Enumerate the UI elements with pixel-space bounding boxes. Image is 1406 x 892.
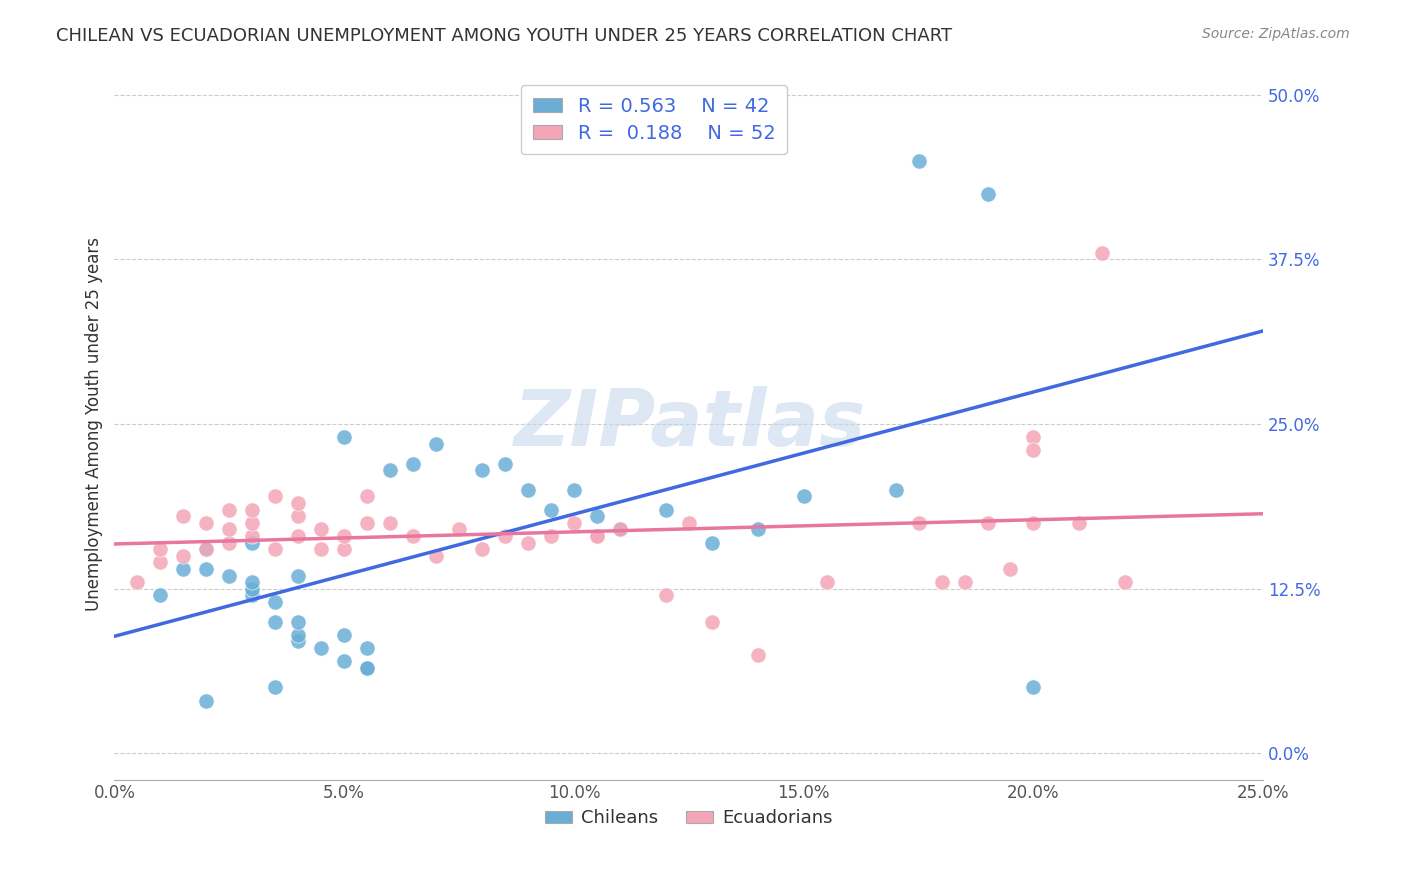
Point xyxy=(309,640,332,655)
Point xyxy=(309,542,332,557)
Point xyxy=(907,516,929,530)
Point xyxy=(240,516,263,530)
Point xyxy=(195,562,218,576)
Point xyxy=(586,509,609,524)
Point xyxy=(356,516,378,530)
Point xyxy=(356,661,378,675)
Point xyxy=(1069,516,1091,530)
Point xyxy=(471,542,494,557)
Point xyxy=(1022,681,1045,695)
Point xyxy=(586,529,609,543)
Point xyxy=(747,648,769,662)
Point xyxy=(149,542,172,557)
Text: Source: ZipAtlas.com: Source: ZipAtlas.com xyxy=(1202,27,1350,41)
Y-axis label: Unemployment Among Youth under 25 years: Unemployment Among Youth under 25 years xyxy=(86,237,103,611)
Point xyxy=(471,463,494,477)
Point xyxy=(195,542,218,557)
Point xyxy=(447,523,470,537)
Point xyxy=(402,457,425,471)
Point xyxy=(149,555,172,569)
Point xyxy=(240,588,263,602)
Point xyxy=(287,568,309,582)
Point xyxy=(540,502,562,516)
Point xyxy=(815,575,838,590)
Point xyxy=(333,430,356,444)
Point xyxy=(586,529,609,543)
Point xyxy=(494,529,516,543)
Point xyxy=(747,523,769,537)
Point xyxy=(655,588,678,602)
Point xyxy=(333,529,356,543)
Point xyxy=(1000,562,1022,576)
Point xyxy=(218,568,240,582)
Point xyxy=(1091,245,1114,260)
Point xyxy=(218,535,240,549)
Point xyxy=(264,681,287,695)
Point xyxy=(218,523,240,537)
Point xyxy=(1022,430,1045,444)
Legend: Chileans, Ecuadorians: Chileans, Ecuadorians xyxy=(538,802,839,835)
Point xyxy=(356,490,378,504)
Point xyxy=(240,582,263,596)
Point xyxy=(172,562,194,576)
Text: ZIPatlas: ZIPatlas xyxy=(513,386,865,462)
Point xyxy=(976,186,998,201)
Point xyxy=(240,529,263,543)
Point xyxy=(1114,575,1136,590)
Point xyxy=(172,549,194,563)
Point xyxy=(425,437,447,451)
Point xyxy=(655,502,678,516)
Point xyxy=(287,509,309,524)
Point xyxy=(127,575,149,590)
Point xyxy=(793,490,815,504)
Point xyxy=(264,615,287,629)
Point xyxy=(931,575,953,590)
Point xyxy=(333,542,356,557)
Point xyxy=(264,490,287,504)
Point xyxy=(402,529,425,543)
Point xyxy=(287,634,309,648)
Point xyxy=(309,523,332,537)
Point xyxy=(425,549,447,563)
Point xyxy=(700,615,723,629)
Text: CHILEAN VS ECUADORIAN UNEMPLOYMENT AMONG YOUTH UNDER 25 YEARS CORRELATION CHART: CHILEAN VS ECUADORIAN UNEMPLOYMENT AMONG… xyxy=(56,27,952,45)
Point xyxy=(149,588,172,602)
Point xyxy=(240,535,263,549)
Point xyxy=(1022,516,1045,530)
Point xyxy=(287,628,309,642)
Point xyxy=(333,654,356,668)
Point xyxy=(356,640,378,655)
Point xyxy=(884,483,907,497)
Point xyxy=(517,535,540,549)
Point xyxy=(195,516,218,530)
Point xyxy=(172,509,194,524)
Point xyxy=(700,535,723,549)
Point xyxy=(540,529,562,543)
Point xyxy=(240,575,263,590)
Point xyxy=(356,661,378,675)
Point xyxy=(907,153,929,168)
Point xyxy=(333,628,356,642)
Point xyxy=(287,529,309,543)
Point xyxy=(218,502,240,516)
Point xyxy=(678,516,700,530)
Point xyxy=(517,483,540,497)
Point xyxy=(562,483,585,497)
Point xyxy=(1022,443,1045,458)
Point xyxy=(976,516,998,530)
Point xyxy=(562,516,585,530)
Point xyxy=(378,516,401,530)
Point xyxy=(195,542,218,557)
Point xyxy=(953,575,976,590)
Point xyxy=(287,615,309,629)
Point xyxy=(264,542,287,557)
Point xyxy=(609,523,631,537)
Point xyxy=(264,595,287,609)
Point xyxy=(494,457,516,471)
Point xyxy=(378,463,401,477)
Point xyxy=(240,502,263,516)
Point xyxy=(287,496,309,510)
Point xyxy=(609,523,631,537)
Point xyxy=(195,693,218,707)
